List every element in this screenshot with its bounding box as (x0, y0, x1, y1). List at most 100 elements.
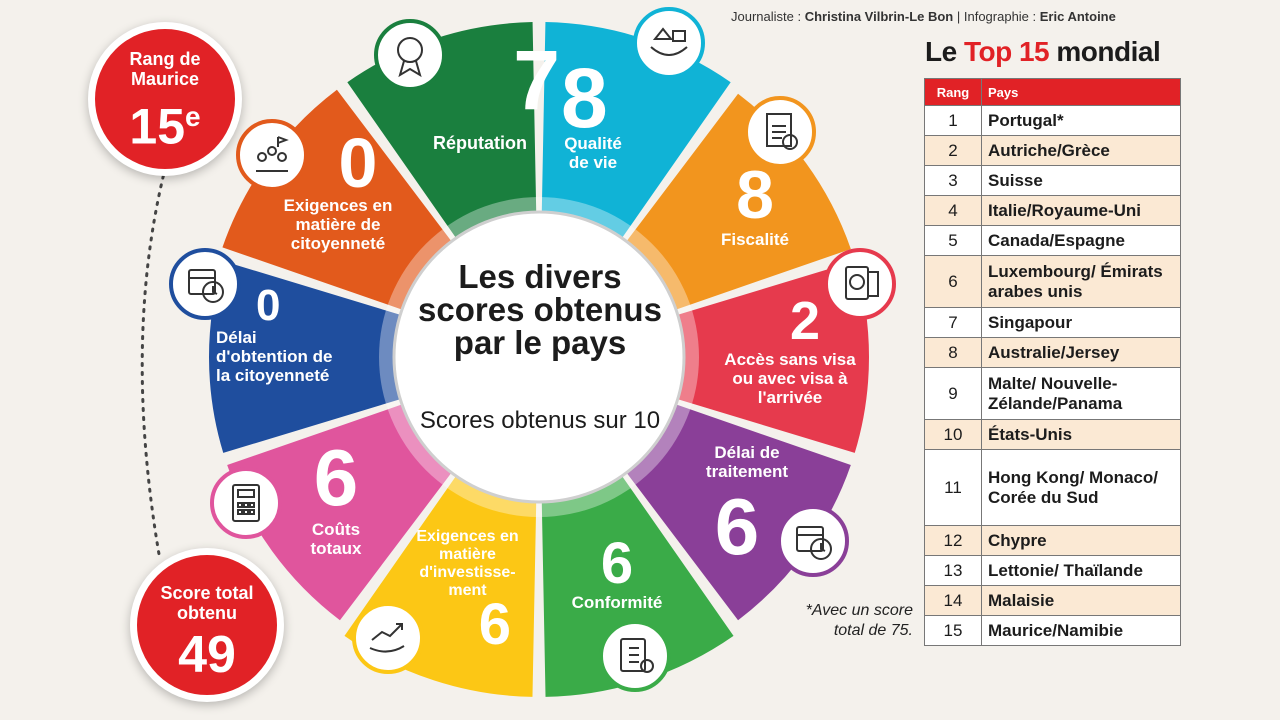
segment-wedge (672, 261, 869, 453)
icons-layer (169, 7, 896, 692)
segment-couts-totaux: 6 Coûts totaux (290, 433, 382, 559)
segment-score: 6 (478, 592, 511, 657)
journalist-name: Christina Vilbrin-Le Bon (804, 9, 954, 24)
icon-glyph (232, 484, 260, 522)
country-cell: Malaisie (981, 585, 1181, 616)
country-cell: Hong Kong/ Monaco/ Corée du Sud (981, 449, 1181, 526)
rank-cell: 7 (924, 307, 982, 338)
rank-badge-value: 15e (95, 91, 235, 153)
rank-cell: 2 (924, 135, 982, 166)
score-badge: Score total obtenu 49 (130, 548, 284, 702)
icon-glyph (188, 269, 224, 303)
rank-cell: 14 (924, 585, 982, 616)
calculator-icon (210, 467, 282, 539)
country-cell: Suisse (981, 165, 1181, 196)
table-row: 13 Lettonie/ Thaïlande (924, 555, 1181, 586)
rank-cell: 15 (924, 615, 982, 646)
rank-value: 15 (129, 98, 186, 155)
segment-score: 7 (513, 33, 560, 127)
score-wheel (140, 7, 896, 697)
score-badge-value: 49 (178, 626, 236, 684)
rank-cell: 13 (924, 555, 982, 586)
dotted-connector (140, 148, 172, 562)
top15-title-post: mondial (1049, 36, 1161, 67)
segment-label: Exigences en matière d'investisse-ment (416, 528, 519, 599)
segment-delai-citoyennete: 0 Délai d'obtention de la citoyenneté (216, 281, 334, 386)
top15-title-highlight: Top 15 (963, 36, 1050, 67)
segment-qualite-de-vie: 8 Qualité de vie (545, 51, 655, 172)
segment-score: 6 (313, 433, 359, 522)
segment-exigences-citoyennete: 0 Exigences en matière de citoyenneté (268, 124, 408, 253)
segment-conformite: 6 Conformité (556, 531, 678, 613)
segment-label: Exigences en matière de citoyenneté (283, 196, 393, 253)
calendar-clock-icon (169, 248, 241, 320)
rank-suffix: e (185, 101, 201, 132)
table-row: 15 Maurice/Namibie (924, 615, 1181, 646)
segment-label: Délai d'obtention de la citoyenneté (216, 328, 333, 385)
segment-score: 0 (256, 281, 281, 330)
segment-score: 6 (714, 482, 760, 571)
icon-circle (374, 19, 446, 91)
rank-cell: 10 (924, 419, 982, 450)
icon-glyph (845, 266, 879, 300)
icon-circle (352, 602, 424, 674)
table-header-row: Rang Pays (924, 78, 1181, 106)
calendar-clock-icon (777, 505, 849, 577)
rank-badge: Rang de Maurice 15e (88, 22, 242, 176)
table-row: 12 Chypre (924, 525, 1181, 556)
center-subtitle: Scores obtenus sur 10 (419, 407, 661, 434)
table-row: 10 États-Unis (924, 419, 1181, 450)
icon-glyph (650, 27, 688, 56)
rank-cell: 6 (924, 255, 982, 308)
top15-table-body: 1 Portugal* 2 Autriche/Grèce 3 Suisse 4 Italie/… (924, 105, 1181, 646)
segment-score: 6 (600, 531, 634, 596)
segment-wedge (541, 471, 734, 697)
rank-cell: 12 (924, 525, 982, 556)
rank-cell: 4 (924, 195, 982, 226)
clipboard-checklist-icon (599, 620, 671, 692)
segment-score: 8 (736, 157, 774, 233)
award-ribbon-icon (374, 19, 446, 91)
table-row: 7 Singapour (924, 307, 1181, 338)
table-row: 1 Portugal* (924, 105, 1181, 136)
top15-title: Le Top 15 mondial (925, 36, 1161, 68)
country-cell: Chypre (981, 525, 1181, 556)
country-cell: Maurice/Namibie (981, 615, 1181, 646)
home-family-hands-icon (633, 7, 705, 79)
segment-fiscalite: 8 Fiscalité (700, 160, 810, 249)
country-cell: Australie/Jersey (981, 337, 1181, 368)
table-row: 11 Hong Kong/ Monaco/ Corée du Sud (924, 449, 1181, 526)
table-row: 8 Australie/Jersey (924, 337, 1181, 368)
rank-cell: 5 (924, 225, 982, 256)
score-badge-label: Score total obtenu (160, 583, 254, 623)
segment-wedge (541, 22, 731, 243)
icon-glyph (256, 136, 289, 172)
country-cell: Canada/Espagne (981, 225, 1181, 256)
rank-cell: 1 (924, 105, 982, 136)
segment-acces-visa: 2 Accès sans visa ou avec visa à l'arriv… (720, 292, 860, 407)
segment-wedge (227, 402, 455, 621)
country-cell: Portugal* (981, 105, 1181, 136)
rank-badge-label: Rang de Maurice (129, 49, 201, 89)
icon-glyph (369, 623, 405, 653)
table-row: 5 Canada/Espagne (924, 225, 1181, 256)
segment-label: Accès sans visa ou avec visa à l'arrivée (724, 350, 856, 407)
country-cell: Malte/ Nouvelle-Zélande/Panama (981, 367, 1181, 420)
icon-circle (169, 248, 241, 320)
passport-icon (824, 248, 896, 320)
segment-score: 8 (561, 51, 608, 145)
segment-label: Délai de traitement (705, 443, 789, 481)
segment-score: 0 (338, 124, 378, 202)
segment-delai-traitement: Délai de traitement 6 (692, 443, 812, 567)
designer-name: Eric Antoine (1039, 9, 1116, 24)
segment-reputation: 7 Réputation (400, 33, 560, 153)
country-cell: États-Unis (981, 419, 1181, 450)
rank-cell: 3 (924, 165, 982, 196)
rank-cell: 8 (924, 337, 982, 368)
col-country-header: Pays (981, 78, 1181, 106)
table-row: 14 Malaisie (924, 585, 1181, 616)
icon-circle (777, 505, 849, 577)
segment-investissement: Exigences en matière d'investisse-ment 6 (410, 528, 525, 654)
country-cell: Autriche/Grèce (981, 135, 1181, 166)
country-cell: Luxembourg/ Émirats arabes unis (981, 255, 1181, 308)
